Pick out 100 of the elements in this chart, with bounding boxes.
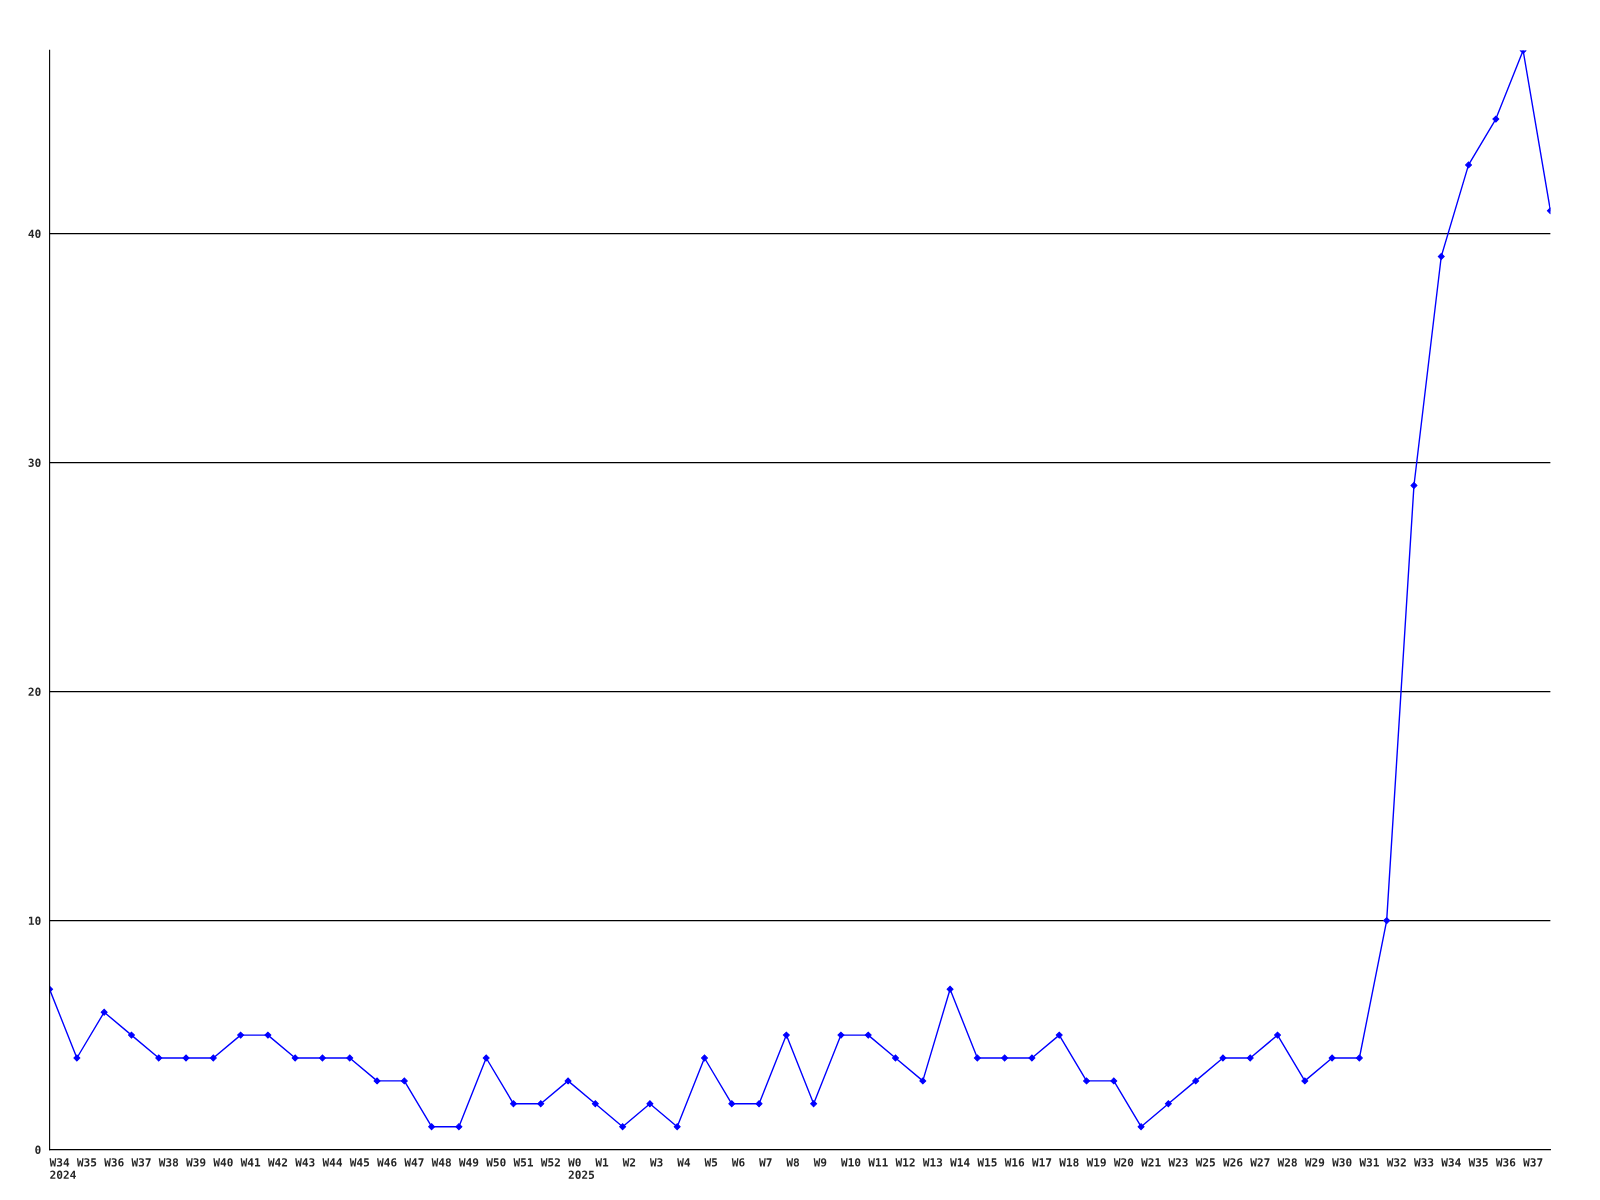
point [1492,115,1500,123]
point [1274,1031,1281,1039]
point [291,1054,299,1062]
point [1137,1123,1145,1131]
point [837,1031,845,1039]
x-tick-label: W34 [1441,1158,1461,1167]
x-tick-label: W30 [1332,1158,1352,1167]
x-tick-label: W35 [1468,1158,1488,1167]
x-tick-label: W34 2024 [49,1158,76,1179]
x-tick-label: W51 [513,1158,534,1167]
x-tick-label: W40 [213,1158,233,1167]
x-tick-label: W5 [704,1158,718,1167]
point [810,1100,818,1108]
point [1465,161,1473,169]
y-tick-label: 30 [28,458,41,467]
point [782,1031,790,1039]
x-tick-label: W42 [267,1158,288,1167]
y-tick-label: 20 [28,687,41,696]
point [1192,1077,1200,1085]
point [1246,1054,1254,1062]
x-tick-label: W16 [1004,1158,1025,1167]
x-tick-label: W0 2025 [568,1158,595,1179]
point [1028,1054,1036,1062]
point [482,1054,490,1062]
x-tick-label: W15 [977,1158,997,1167]
point [264,1031,272,1039]
x-tick-label: W17 [1031,1158,1052,1167]
point [100,1008,108,1016]
point [537,1100,545,1108]
point [755,1100,763,1108]
x-tick-label: W10 [840,1158,861,1167]
x-tick-label: W1 [595,1158,609,1167]
y-tick-label: 40 [28,229,41,238]
x-tick-label: W52 [540,1158,560,1167]
point [564,1077,572,1085]
point [373,1077,381,1085]
point [1110,1077,1118,1085]
point [73,1054,81,1062]
point [346,1054,354,1062]
point [1219,1054,1227,1062]
x-tick-label: W48 [431,1158,451,1167]
y-tick-label: 10 [28,916,41,925]
point [400,1077,408,1085]
point [946,985,954,993]
point [646,1100,654,1108]
x-tick-label: W11 [868,1158,888,1167]
x-tick-label: W37 [1523,1158,1543,1167]
x-tick-label: W28 [1277,1158,1297,1167]
x-tick-label: W9 [813,1158,827,1167]
x-tick-label: W29 [1304,1158,1325,1167]
x-tick-label: W23 [1168,1158,1188,1167]
point [1355,1054,1363,1062]
x-tick-label: W36 [104,1158,124,1167]
x-tick-label: W20 [1113,1158,1134,1167]
x-tick-label: W21 [1141,1158,1161,1167]
point [1410,482,1418,489]
point [428,1123,436,1131]
y-tick-label: 0 [35,1145,41,1154]
x-tick-label: W3 [649,1158,663,1167]
point [510,1100,517,1108]
x-tick-label: W49 [458,1158,479,1167]
x-tick-label: W47 [404,1158,424,1167]
point [209,1054,217,1062]
x-tick-label: W27 [1250,1158,1270,1167]
x-tick-label: W7 [759,1158,772,1167]
x-tick-label: W31 [1359,1158,1379,1167]
point [728,1100,736,1108]
point [1164,1100,1172,1108]
x-tick-label: W19 [1086,1158,1106,1167]
x-tick-label: W35 [76,1158,97,1167]
point [1437,253,1445,260]
point [155,1054,163,1062]
x-tick-label: W32 [1386,1158,1406,1167]
point [128,1031,135,1039]
point [1001,1054,1009,1062]
x-tick-label: W26 [1222,1158,1243,1167]
point [673,1123,681,1131]
point [591,1100,599,1108]
x-tick-label: W43 [295,1158,315,1167]
x-tick-label: W13 [922,1158,943,1167]
point [237,1031,245,1039]
x-tick-label: W50 [486,1158,506,1167]
x-tick-label: W37 [131,1158,151,1167]
x-tick-label: W39 [186,1158,206,1167]
x-tick-label: W6 [731,1158,745,1167]
x-tick-label: W44 [322,1158,343,1167]
x-tick-label: W14 [950,1158,970,1167]
x-tick-label: W12 [895,1158,915,1167]
point [182,1054,190,1062]
x-tick-label: W38 [158,1158,179,1167]
point [1055,1031,1063,1039]
x-tick-label: W25 [1195,1158,1215,1167]
point [973,1054,981,1062]
x-tick-label: W45 [349,1158,370,1167]
x-tick-label: W8 [786,1158,800,1167]
point [864,1031,872,1039]
x-tick-label: W18 [1059,1158,1079,1167]
point [455,1123,463,1131]
x-tick-label: W4 [677,1158,691,1167]
point [619,1123,627,1131]
